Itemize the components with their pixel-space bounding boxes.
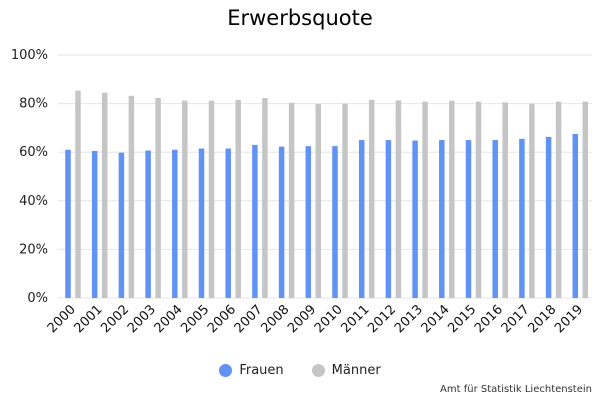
- bar-frauen: [225, 148, 231, 298]
- bar-maenner: [262, 98, 268, 298]
- bar-frauen: [118, 152, 125, 298]
- legend-item-maenner[interactable]: Männer: [311, 363, 381, 378]
- x-tick-label: 2014: [419, 302, 453, 336]
- x-tick-label: 2003: [125, 302, 159, 336]
- x-tick-label: 2007: [232, 302, 266, 336]
- y-tick-label: 60%: [19, 145, 48, 160]
- y-tick-label: 100%: [11, 48, 48, 63]
- legend-label-frauen: Frauen: [239, 363, 284, 378]
- y-tick-label: 80%: [19, 97, 48, 112]
- x-tick-label: 2000: [45, 302, 79, 336]
- x-tick-label: 2018: [525, 302, 559, 336]
- legend-dot-maenner: [311, 364, 325, 377]
- y-tick-label: 0%: [27, 291, 48, 306]
- bar-maenner: [288, 102, 295, 298]
- legend: Frauen Männer: [0, 363, 600, 378]
- bar-frauen: [252, 144, 258, 298]
- x-tick-label: 2012: [365, 302, 399, 336]
- x-tick-label: 2010: [312, 302, 346, 336]
- x-tick-label: 2001: [72, 302, 106, 336]
- x-tick-label: 2006: [205, 302, 239, 336]
- bar-frauen: [332, 146, 338, 298]
- bar-frauen: [572, 133, 579, 298]
- chart-title: Erwerbsquote: [227, 6, 373, 30]
- x-tick-label: 2004: [152, 302, 186, 336]
- bar-frauen: [412, 140, 418, 298]
- bar-frauen: [65, 149, 71, 298]
- x-tick-label: 2013: [392, 302, 426, 336]
- bar-maenner: [475, 101, 482, 298]
- bar-maenner: [422, 101, 428, 298]
- bar-maenner: [315, 104, 322, 298]
- bar-maenner: [75, 90, 81, 298]
- y-tick-label: 20%: [19, 242, 48, 257]
- bar-frauen: [145, 150, 151, 298]
- x-tick-label: 2011: [339, 302, 373, 336]
- x-tick-label: 2002: [98, 302, 132, 336]
- bar-maenner: [368, 99, 375, 298]
- legend-item-frauen[interactable]: Frauen: [219, 363, 284, 378]
- bar-frauen: [305, 146, 312, 298]
- bar-maenner: [449, 100, 455, 299]
- bar-maenner: [555, 101, 562, 298]
- bar-maenner: [101, 92, 108, 298]
- bar-frauen: [198, 148, 205, 298]
- x-tick-label: 2015: [445, 302, 479, 336]
- x-tick-label: 2017: [499, 302, 533, 336]
- bar-maenner: [128, 95, 135, 298]
- x-tick-label: 2009: [285, 302, 319, 336]
- bar-frauen: [439, 140, 445, 298]
- bar-maenner: [395, 100, 402, 298]
- bar-maenner: [529, 103, 535, 298]
- legend-dot-frauen: [219, 364, 233, 377]
- bar-frauen: [519, 138, 525, 298]
- x-tick-label: 2019: [552, 302, 586, 336]
- bar-maenner: [182, 100, 188, 299]
- bar-frauen: [465, 140, 472, 298]
- bar-frauen: [91, 150, 98, 298]
- bar-frauen: [278, 146, 285, 298]
- x-tick-label: 2008: [258, 302, 292, 336]
- bar-maenner: [582, 101, 589, 298]
- bar-frauen: [358, 140, 365, 298]
- bar-maenner: [155, 98, 161, 298]
- bar-frauen: [492, 140, 498, 298]
- y-tick-label: 40%: [19, 194, 48, 209]
- x-tick-label: 2005: [178, 302, 212, 336]
- bar-frauen: [172, 149, 178, 298]
- bar-maenner: [342, 103, 348, 298]
- x-tick-label: 2016: [472, 302, 506, 336]
- legend-label-maenner: Männer: [331, 363, 381, 378]
- bar-maenner: [502, 102, 508, 298]
- bar-maenner: [208, 100, 215, 299]
- bar-frauen: [545, 136, 552, 298]
- source-credit: Amt für Statistik Liechtenstein: [440, 384, 592, 395]
- bar-maenner: [235, 99, 241, 298]
- bar-frauen: [385, 140, 392, 298]
